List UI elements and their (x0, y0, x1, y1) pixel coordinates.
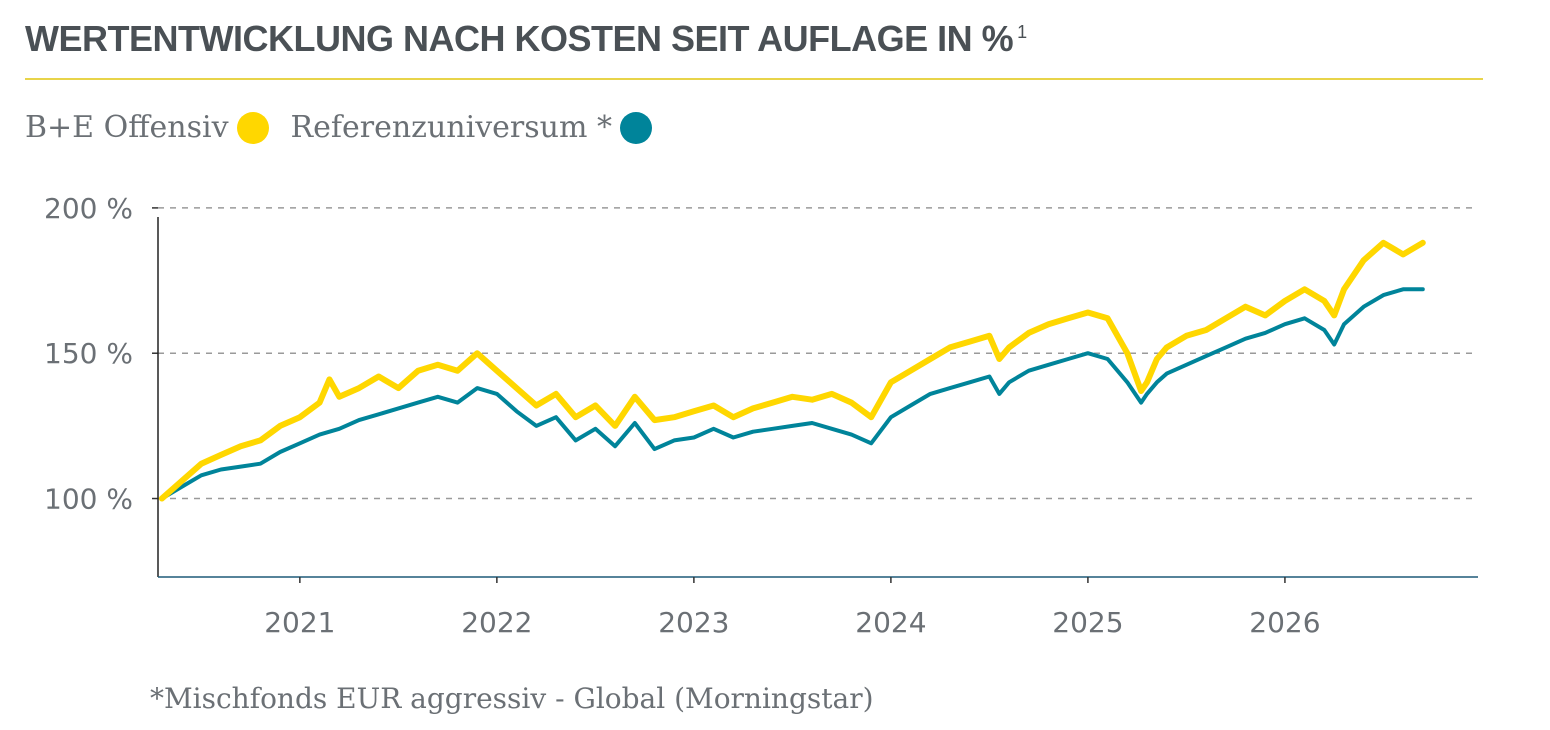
legend-dot-referenzuniversum (619, 111, 652, 144)
page-title: WERTENTWICKLUNG NACH KOSTEN SEIT AUFLAGE… (25, 18, 1027, 60)
footnote: *Mischfonds EUR aggressiv - Global (Morn… (150, 682, 874, 715)
title-text: WERTENTWICKLUNG NACH KOSTEN SEIT AUFLAGE… (25, 18, 1014, 59)
legend-dot-be-offensiv (236, 111, 269, 144)
x-tick-label-2023: 2023 (658, 606, 729, 639)
y-tick-label-200: 200 % (44, 192, 133, 225)
legend-label-referenzuniversum: Referenzuniversum * (290, 110, 612, 145)
series-line-b-e-offensiv (158, 239, 1426, 502)
x-tick-label-2024: 2024 (855, 606, 926, 639)
title-divider (25, 78, 1483, 80)
chart-legend: B+E Offensiv Referenzuniversum * (25, 110, 674, 145)
legend-item-be-offensiv: B+E Offensiv (25, 110, 269, 145)
x-tick-label-2026: 2026 (1249, 606, 1320, 639)
title-footnote-marker: 1 (1017, 22, 1027, 42)
x-tick-label-2021: 2021 (264, 606, 335, 639)
series-line-referenzuniversum (159, 287, 1425, 501)
x-tick-label-2025: 2025 (1052, 606, 1123, 639)
legend-item-referenzuniversum: Referenzuniversum * (291, 110, 652, 145)
legend-label-be-offensiv: B+E Offensiv (25, 110, 229, 145)
y-tick-label-150: 150 % (44, 337, 133, 370)
x-tick-label-2022: 2022 (461, 606, 532, 639)
y-tick-label-100: 100 % (44, 483, 133, 516)
